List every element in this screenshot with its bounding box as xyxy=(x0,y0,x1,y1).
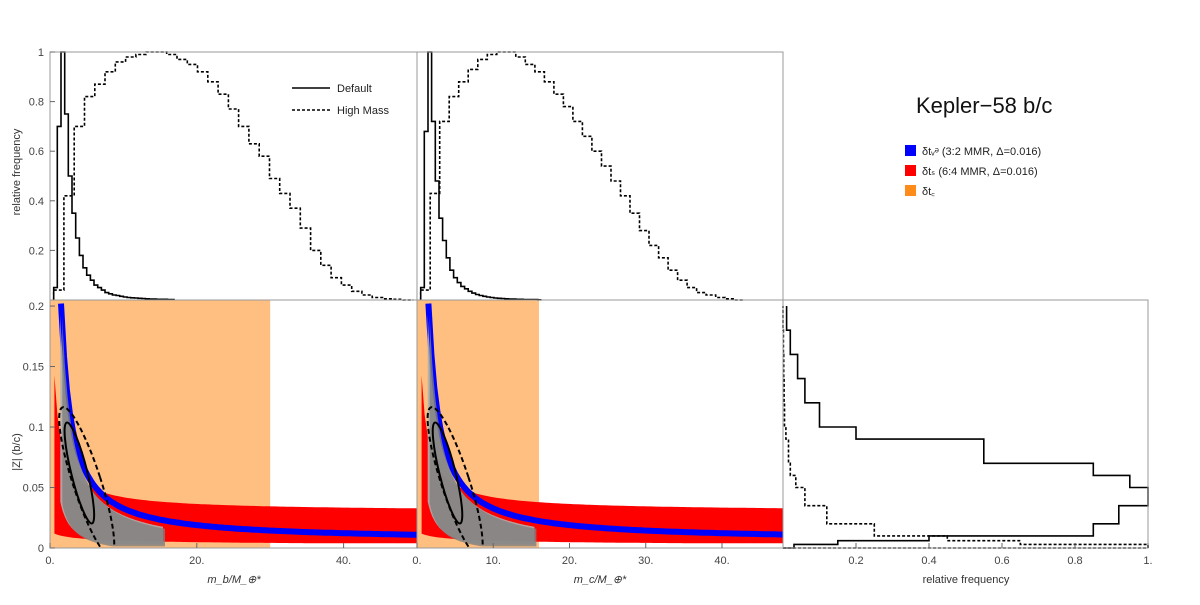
scatter-mb-xlabel: m_b/M_⊕* xyxy=(207,574,261,586)
panel-frame-hz xyxy=(782,299,1149,549)
scatter-mc-xtick-label: 10. xyxy=(486,555,501,567)
scatter-mb-blue-band xyxy=(58,303,417,538)
scatter-mc-xtick-label: 0. xyxy=(412,555,421,567)
histograms-layer xyxy=(52,51,1149,549)
legend-top-label: High Mass xyxy=(337,105,389,117)
scatter-ylabel: |Z| (b/c) xyxy=(11,433,23,471)
legend-region-label: δtᵥᵊ (3:2 MMR, Δ=0.016) xyxy=(922,146,1041,158)
hist-z-xtick-label: 0.4 xyxy=(921,555,936,567)
scatter-ytick-label: 0.05 xyxy=(23,483,44,495)
scatter-ytick-label: 0.1 xyxy=(29,422,44,434)
scatter-mc-xtick-label: 20. xyxy=(562,555,577,567)
legend-region-swatch xyxy=(905,165,916,176)
hist-z-xtick-label: 1. xyxy=(1143,555,1152,567)
scatter-mb-contour-default xyxy=(63,421,96,525)
scatter-mb-xtick-label: 40. xyxy=(336,555,351,567)
hist-ytick-label: 0.2 xyxy=(29,245,44,257)
scatter-mc-blue-band xyxy=(425,303,783,538)
scatter-mb-group xyxy=(50,300,417,548)
hist-mc-high-mass-series xyxy=(419,51,745,301)
regions-layer xyxy=(50,300,783,548)
scatter-mc-xtick-label: 30. xyxy=(638,555,653,567)
scatter-mb-xtick-label: 20. xyxy=(189,555,204,567)
hist-ytick-label: 0.8 xyxy=(29,97,44,109)
scatter-ytick-label: 0.2 xyxy=(29,301,44,313)
scatter-mc-xtick-label: 40. xyxy=(714,555,729,567)
scatter-mb-xtick-label: 0. xyxy=(45,555,54,567)
hist-mb-high-mass-series xyxy=(52,51,414,301)
hist-z-xlabel: relative frequency xyxy=(923,574,1010,586)
scatter-mb-contour-high-mass xyxy=(58,406,116,548)
scatter-ytick-label: 0 xyxy=(38,543,44,555)
scatter-mb-sample-cloud xyxy=(62,316,165,547)
hist-z-xtick-label: 0.8 xyxy=(1067,555,1082,567)
legend-region-swatch xyxy=(905,185,916,196)
hist-ylabel: relative frequency xyxy=(11,128,23,215)
hist-z-xtick-label: 0.6 xyxy=(994,555,1009,567)
scatter-mc-red-region xyxy=(421,375,783,544)
scatter-mc-xlabel: m_c/M_⊕* xyxy=(574,574,627,586)
legend-region-swatch xyxy=(905,145,916,156)
legend-region-label: δt꜀ xyxy=(922,186,935,198)
hist-z-xtick-label: 0.2 xyxy=(848,555,863,567)
scatter-mc-sample-cloud xyxy=(429,316,537,547)
scatter-mb-red-region xyxy=(54,375,417,544)
scatter-ytick-label: 0.15 xyxy=(23,362,44,374)
hist-mb-default-series xyxy=(52,51,175,301)
scatter-mc-contour-default xyxy=(431,421,464,525)
chart-title: Kepler−58 b/c xyxy=(916,93,1052,118)
hist-mc-default-series xyxy=(419,51,542,301)
text-layer: Kepler−58 b/c relative frequency |Z| (b/… xyxy=(11,47,1153,586)
hist-ytick-label: 0.6 xyxy=(29,146,44,158)
panel-frame-hmc xyxy=(416,51,784,301)
legend-region-label: δtₛ (6:4 MMR, Δ=0.016) xyxy=(922,166,1038,178)
legend-top-label: Default xyxy=(337,83,372,95)
frames-layer xyxy=(49,51,1149,549)
hist-ytick-label: 0.4 xyxy=(29,196,44,208)
scatter-mc-contour-high-mass xyxy=(426,406,484,548)
hist-ytick-label: 1 xyxy=(38,47,44,59)
hist-z-high-mass-series xyxy=(782,306,1149,549)
scatter-mc-group xyxy=(417,300,783,548)
hist-z-default-series xyxy=(783,306,1149,549)
